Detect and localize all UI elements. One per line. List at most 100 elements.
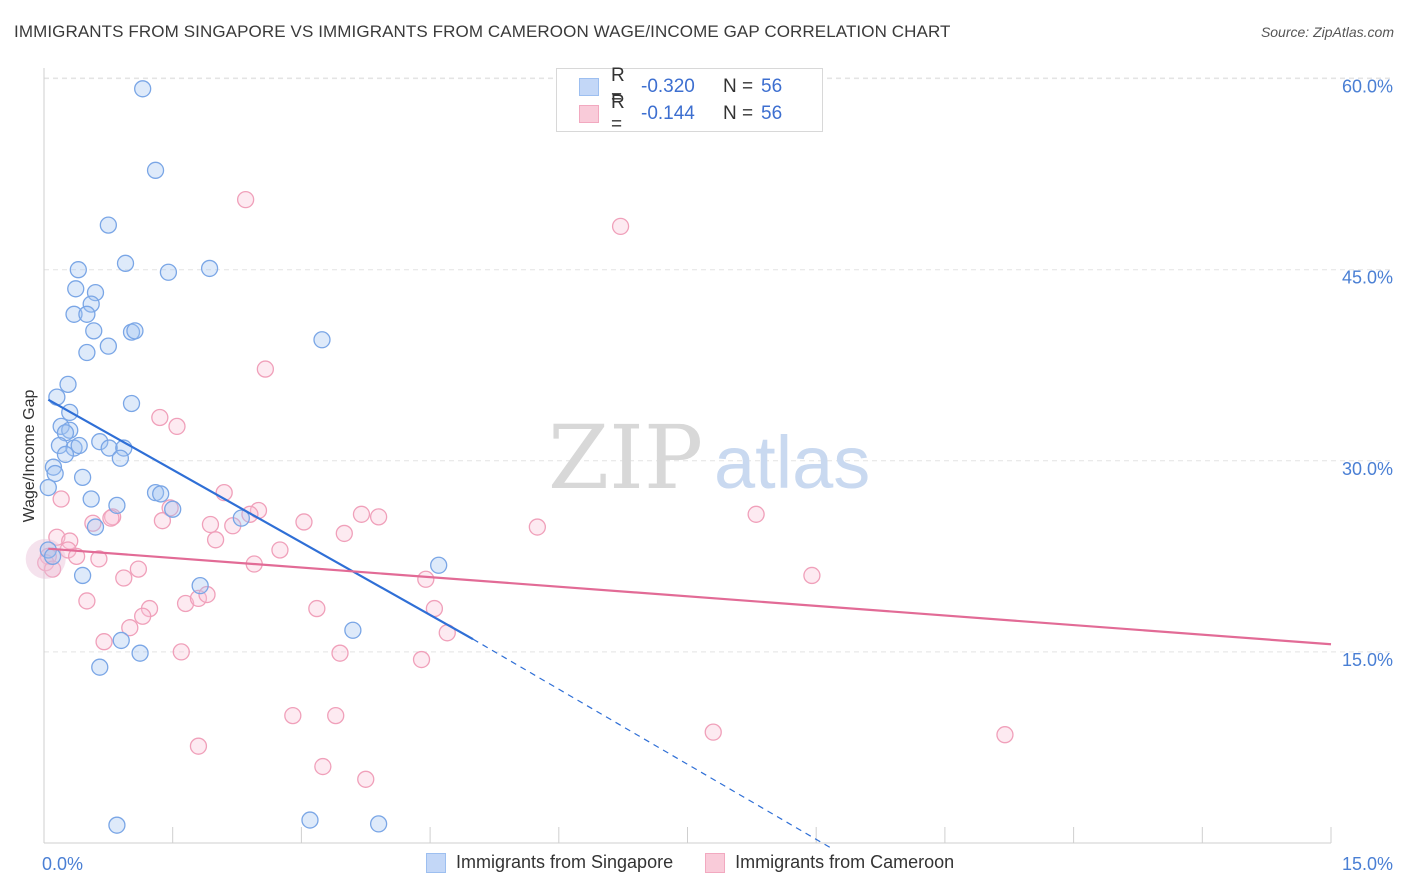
singapore-point — [39, 478, 57, 497]
axes — [43, 68, 1332, 844]
cameroon-point — [121, 619, 139, 637]
singapore-point — [82, 490, 100, 508]
singapore-point — [131, 644, 149, 662]
source-label: Source: ZipAtlas.com — [1260, 24, 1394, 40]
singapore-point — [146, 161, 165, 179]
cameroon-point — [168, 417, 186, 436]
singapore-point — [48, 388, 66, 406]
tick-labels: 15.0% 30.0% 45.0% 60.0% 0.0% 15.0% — [42, 77, 1393, 874]
singapore-point — [86, 518, 105, 536]
legend-row-singapore: R = -0.320 N = 56 — [579, 65, 783, 108]
singapore-points — [39, 80, 448, 834]
cameroon-legend-label: Immigrants from Cameroon — [735, 852, 955, 872]
singapore-point — [430, 556, 448, 574]
singapore-legend-label: Immigrants from Singapore — [456, 852, 674, 872]
singapore-point — [56, 445, 75, 464]
singapore-point — [344, 621, 362, 639]
legend-row-cameroon: R = -0.144 N = 56 — [579, 92, 783, 135]
cameroon-swatch — [705, 852, 726, 873]
singapore-point — [313, 331, 331, 349]
cameroon-point — [189, 737, 208, 755]
singapore-point — [369, 815, 388, 833]
legend-r-label: R = — [611, 65, 625, 108]
cameroon-point — [996, 726, 1014, 744]
cameroon-point — [352, 505, 371, 523]
singapore-point — [116, 254, 135, 272]
cameroon-point — [295, 513, 313, 531]
singapore-point — [301, 811, 319, 829]
cameroon-point — [308, 599, 326, 618]
singapore-point — [43, 547, 62, 565]
singapore-trend-extension — [472, 638, 834, 850]
singapore-point — [159, 263, 178, 281]
cameroon-point — [48, 528, 66, 546]
singapore-point — [69, 261, 87, 279]
cameroon-point — [198, 585, 216, 604]
singapore-point — [82, 295, 100, 313]
legend-n-value: 56 — [761, 76, 783, 97]
cameroon-points — [25, 190, 1014, 788]
singapore-point — [100, 439, 118, 457]
cameroon-point — [67, 547, 86, 565]
cameroon-point — [206, 531, 225, 549]
singapore-point — [46, 464, 64, 483]
cameroon-point — [236, 190, 255, 209]
y-tick-label: 60.0% — [1342, 77, 1393, 97]
cameroon-point — [90, 550, 108, 568]
cameroon-trend-line — [48, 547, 1332, 646]
legend-r-value: -0.144 — [641, 103, 695, 124]
singapore-point — [134, 80, 152, 98]
chart-title: IMMIGRANTS FROM SINGAPORE VS IMMIGRANTS … — [14, 22, 951, 41]
singapore-swatch — [426, 852, 446, 873]
singapore-point — [78, 305, 96, 323]
cameroon-point — [314, 757, 332, 776]
series-legend-cameroon[interactable]: Immigrants from Cameroon — [705, 852, 954, 873]
cameroon-point — [704, 723, 722, 741]
watermark: ZIP atlas — [548, 406, 870, 509]
cameroon-point — [417, 570, 435, 588]
cameroon-point — [611, 217, 630, 236]
watermark-atlas: atlas — [714, 421, 870, 504]
singapore-point — [122, 394, 141, 413]
cameroon-point — [151, 408, 169, 427]
series-legend-singapore[interactable]: Immigrants from Singapore — [426, 852, 673, 873]
legend-swatch-singapore — [579, 78, 599, 96]
cameroon-point — [412, 650, 431, 669]
x-tick-label: 15.0% — [1342, 854, 1393, 874]
cameroon-point — [129, 560, 148, 578]
singapore-point — [232, 509, 250, 527]
singapore-point — [91, 658, 109, 676]
cameroon-point — [335, 524, 353, 543]
cameroon-point — [327, 706, 345, 725]
y-tick-label: 30.0% — [1342, 459, 1393, 479]
singapore-point — [78, 343, 96, 362]
singapore-point — [126, 322, 144, 340]
cameroon-point — [201, 515, 220, 534]
cameroon-point — [37, 554, 55, 572]
singapore-point — [191, 577, 209, 595]
legend-r-value: -0.320 — [641, 76, 695, 97]
singapore-point — [50, 436, 69, 455]
cameroon-point — [369, 508, 388, 526]
legend-swatch-cameroon — [579, 105, 599, 123]
singapore-point — [111, 449, 130, 467]
cameroon-point — [189, 589, 208, 608]
y-axis-label: Wage/Income Gap — [21, 390, 38, 523]
singapore-point — [67, 280, 85, 298]
y-tick-label: 45.0% — [1342, 268, 1393, 288]
singapore-point — [108, 496, 126, 515]
singapore-point — [112, 631, 130, 650]
correlation-legend: R = -0.320 N = 56 R = -0.144 N = 56 — [556, 65, 823, 135]
cameroon-point — [284, 706, 302, 725]
cameroon-point — [528, 518, 546, 536]
cameroon-point — [271, 541, 289, 559]
cameroon-point — [153, 512, 172, 530]
legend-n-label: N = — [723, 76, 754, 97]
singapore-point — [200, 259, 219, 278]
singapore-point — [70, 436, 88, 455]
y-tick-label: 15.0% — [1342, 650, 1393, 670]
legend-r-label: R = — [611, 92, 625, 135]
cameroon-point — [115, 569, 133, 587]
singapore-trend-line — [47, 398, 474, 641]
legend-n-value: 56 — [761, 103, 783, 124]
